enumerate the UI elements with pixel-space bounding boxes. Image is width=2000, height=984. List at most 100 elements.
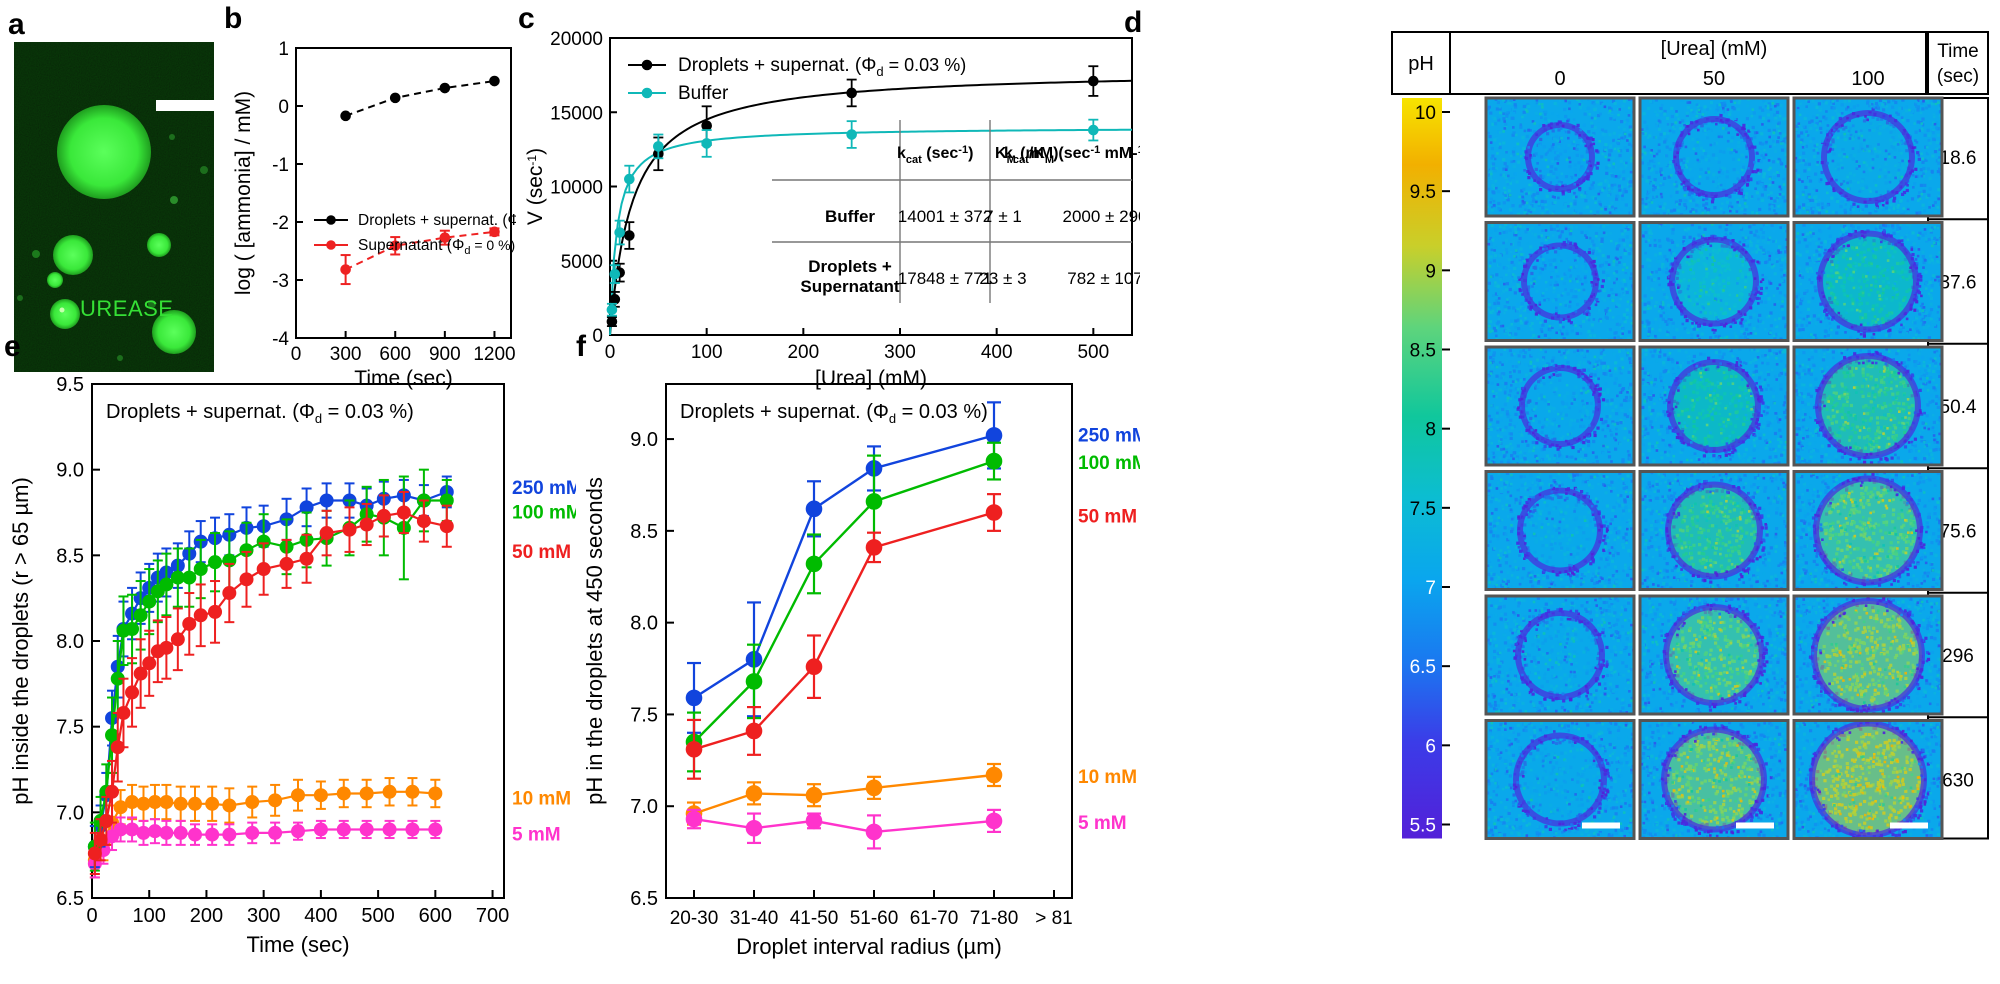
panel-d-colorbar-tick: 5.5 — [1410, 816, 1436, 837]
data-point — [116, 705, 131, 720]
panel-f-series-line — [693, 434, 995, 699]
panel-d-colorbar-tick: 9 — [1425, 261, 1436, 282]
panel-c-ytick: 15000 — [550, 103, 603, 124]
data-point — [147, 795, 162, 810]
data-point — [159, 825, 174, 840]
panel-d-time-value: 630 — [1942, 771, 1974, 792]
panel-f-ylabel: pH in the droplets at 450 seconds — [582, 477, 607, 805]
panel-b-xtick: 0 — [291, 344, 302, 365]
panel-e-xtick: 600 — [419, 905, 452, 927]
data-point — [110, 740, 125, 755]
data-point — [745, 785, 763, 802]
panel-c-fit-buffer — [609, 128, 1133, 336]
panel-d-grid: pH [Urea] (mM) 0 50 100 Time (sec) 18.6 37.6 50.4… — [1390, 14, 1990, 874]
panel-d-time-value: 50.4 — [1940, 397, 1977, 418]
data-point — [173, 825, 188, 840]
panel-d-colorbar-tick: 10 — [1415, 103, 1436, 124]
panel-b-legend: Droplets + supernat. (Φd = 0.03 %) Supern… — [314, 212, 516, 257]
panel-f-annotation: Droplets + supernat. (Φd = 0.03 %) — [680, 401, 988, 426]
data-point — [222, 827, 237, 842]
panel-f-series-line — [693, 817, 995, 834]
data-point — [865, 493, 883, 510]
data-point — [405, 784, 420, 799]
data-point — [609, 268, 621, 280]
data-point — [405, 822, 420, 837]
panel-f-xlabel: Droplet interval radius (µm) — [736, 934, 1002, 959]
data-point — [222, 798, 237, 813]
data-point — [382, 822, 397, 837]
panel-f-xtick: 41-50 — [790, 908, 839, 929]
panel-b-xtick: 1200 — [473, 344, 515, 365]
data-point — [685, 810, 703, 828]
data-point — [147, 824, 162, 839]
data-point — [805, 555, 823, 573]
data-point — [653, 141, 664, 152]
panel-d-time-header-1: Time — [1937, 41, 1979, 62]
panel-d-micrograph-cell — [1484, 345, 1636, 467]
data-point — [1088, 124, 1099, 136]
panel-d-colorbar — [1402, 98, 1442, 839]
panel-e-ylabel: pH inside the droplets (r > 65 µm) — [8, 477, 33, 805]
panel-f-xtick: > 81 — [1035, 908, 1073, 929]
data-point — [159, 640, 174, 655]
panel-d-ph-header: pH — [1408, 53, 1434, 75]
panel-b-ylabel: log ( [ammonia] / mM) — [232, 91, 255, 295]
data-point — [641, 87, 653, 99]
panel-e-series-label: 10 mM — [512, 788, 571, 809]
data-point — [359, 822, 374, 837]
panel-c-cell-km: 23 ± 3 — [979, 269, 1026, 288]
panel-c-cell-ratio: 2000 ± 290 — [1063, 207, 1140, 226]
panel-d-header-box — [1391, 31, 1927, 95]
panel-d-colorbar-tick: 6 — [1425, 736, 1436, 757]
panel-f-ytick: 8.5 — [630, 521, 658, 543]
data-point — [222, 586, 237, 601]
panel-e-xtick: 100 — [133, 905, 166, 927]
panel-e-xtick: 400 — [304, 905, 337, 927]
data-point — [136, 825, 151, 840]
panel-c-chart: 0 5000 10000 15000 20000 0 100 200 300 400 500 Drop… — [520, 20, 1140, 390]
panel-f-xtick: 51-60 — [850, 908, 899, 929]
panel-d-urea-col: 50 — [1703, 68, 1725, 90]
data-point — [489, 226, 500, 238]
panel-e-series-label: 5 mM — [512, 824, 561, 845]
data-point — [865, 539, 883, 556]
panel-e-xlabel: Time (sec) — [246, 932, 349, 957]
panel-d-scalebar — [1890, 822, 1928, 829]
panel-d-micrograph-cell — [1484, 719, 1636, 840]
panel-d-micrograph-cell — [1792, 719, 1944, 840]
data-point — [159, 795, 174, 810]
panel-c-ytick: 0 — [592, 326, 603, 347]
panel-d-time-value: 37.6 — [1940, 273, 1977, 294]
data-point — [208, 604, 223, 619]
data-point — [99, 813, 114, 828]
panel-f-series-label: 5 mM — [1078, 813, 1127, 834]
data-point — [336, 822, 351, 837]
panel-b-legend-1: Supernatant (Φd = 0 %) — [358, 237, 515, 257]
data-point — [985, 766, 1003, 784]
panel-d-micrograph-cell — [1484, 221, 1636, 342]
data-point — [326, 215, 336, 225]
panel-d-micrograph-cell — [1792, 221, 1944, 342]
panel-f-series-label: 250 mM — [1078, 425, 1140, 446]
data-point — [624, 230, 635, 241]
panel-f-series-line — [693, 511, 995, 751]
panel-d-micrograph-cell — [1638, 470, 1790, 591]
panel-b-ytick: -3 — [272, 271, 289, 292]
data-point — [701, 120, 712, 131]
panel-c-row-label: Buffer — [825, 207, 875, 226]
panel-d-scalebar — [1582, 822, 1620, 829]
panel-f-xtick: 20-30 — [670, 908, 719, 929]
data-point — [256, 562, 271, 577]
data-point — [279, 556, 294, 571]
data-point — [685, 741, 703, 758]
data-point — [340, 110, 351, 122]
panel-b-xtick: 600 — [379, 344, 411, 365]
data-point — [319, 526, 334, 541]
panel-e-ytick: 9.5 — [56, 374, 84, 396]
data-point — [133, 608, 148, 623]
panel-c-xtick: 500 — [1077, 342, 1109, 363]
data-point — [606, 304, 618, 316]
panel-c-xtick: 0 — [605, 342, 616, 363]
panel-d-time-header-box — [1927, 31, 1989, 95]
data-point — [701, 138, 712, 149]
